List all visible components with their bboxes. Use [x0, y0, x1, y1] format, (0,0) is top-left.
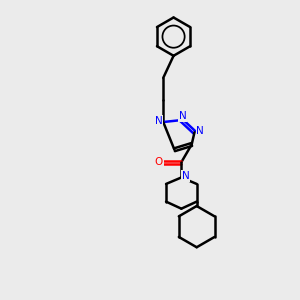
Text: N: N: [155, 116, 162, 126]
Text: O: O: [155, 157, 163, 167]
Text: N: N: [196, 126, 204, 136]
Text: N: N: [182, 171, 189, 181]
Text: N: N: [179, 111, 187, 121]
